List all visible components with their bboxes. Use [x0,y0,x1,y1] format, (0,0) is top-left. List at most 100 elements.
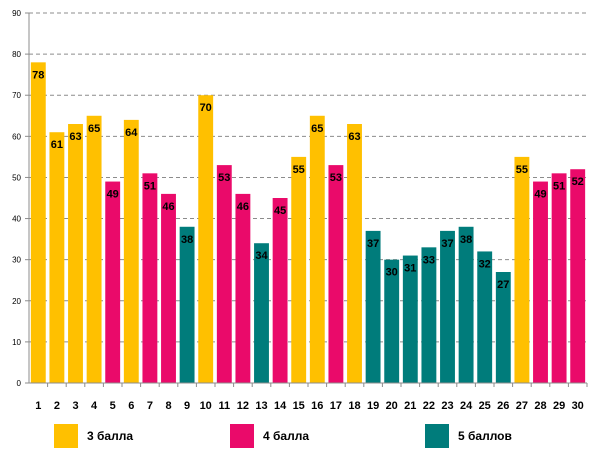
data-label: 37 [367,238,379,250]
x-tick-label: 22 [423,400,435,412]
x-tick-label: 12 [237,400,249,412]
bar [402,255,418,383]
bar [86,115,102,384]
data-label: 46 [162,201,174,213]
bar [105,181,121,383]
bar [495,272,511,383]
bar [68,124,83,383]
legend-item-5: 5 баллов [425,423,512,449]
bars [30,62,586,384]
x-tick-label: 25 [479,400,491,412]
data-label: 64 [125,127,138,139]
data-label: 78 [32,69,44,81]
x-tick-label: 28 [534,400,546,412]
data-label: 65 [311,123,323,135]
y-tick-label: 0 [17,379,22,388]
bar [440,230,455,383]
data-label: 37 [441,238,453,250]
bar [49,132,65,383]
x-tick-label: 11 [218,400,230,412]
y-axis-ticks: 0 10 20 30 40 50 60 70 80 90 [12,9,29,388]
bar [30,62,46,383]
data-label: 46 [237,201,249,213]
y-tick-label: 10 [12,338,21,347]
x-tick-label: 4 [91,400,98,412]
x-tick-label: 15 [293,400,305,412]
data-label: 61 [51,139,63,151]
data-label: 38 [181,234,193,246]
data-label: 51 [144,180,156,192]
legend-label-3: 3 балла [87,429,134,443]
x-tick-label: 29 [553,400,565,412]
y-tick-label: 20 [12,297,21,306]
x-tick-label: 9 [184,400,190,412]
x-tick-label: 1 [35,400,41,412]
data-label: 65 [88,123,100,135]
gridlines [29,12,587,343]
data-label: 31 [404,263,416,275]
bar [384,259,400,383]
data-label: 49 [534,189,546,201]
y-tick-label: 40 [12,215,21,224]
legend-label-4: 4 балла [263,429,310,443]
legend-swatch-5 [425,424,449,448]
data-label: 30 [386,267,398,279]
data-label: 34 [255,250,268,262]
y-tick-label: 80 [12,50,21,59]
bar [235,193,251,383]
data-label: 33 [423,254,435,266]
x-tick-label: 21 [404,400,416,412]
data-label: 70 [200,102,212,114]
x-tick-label: 23 [441,400,453,412]
bar [514,156,530,383]
x-tick-label: 13 [255,400,267,412]
x-tick-label: 19 [367,400,379,412]
data-labels: 78 61 63 65 49 64 51 46 38 70 53 46 34 45 55 65 53 63 37 30… [32,69,584,291]
data-label: 53 [218,172,230,184]
legend-label-5: 5 баллов [458,429,512,443]
x-tick-label: 18 [348,400,360,412]
bar [254,243,269,383]
x-tick-label: 26 [497,400,509,412]
bar [142,173,158,383]
data-label: 45 [274,205,286,217]
data-label: 55 [293,164,305,176]
axes [28,13,588,387]
bar [551,173,567,383]
data-label: 63 [348,131,360,143]
bar [216,165,232,383]
data-label: 49 [107,189,119,201]
x-tick-label: 7 [147,400,153,412]
data-label: 55 [516,164,528,176]
legend-swatch-4 [230,424,254,448]
bar [328,165,344,383]
x-tick-label: 2 [54,400,60,412]
legend-item-4: 4 балла [230,423,309,449]
data-label: 52 [572,176,584,188]
bar [365,230,381,383]
bar [570,169,586,383]
bar [477,251,493,383]
bar [161,193,176,383]
x-tick-label: 5 [110,400,116,412]
x-tick-label: 30 [572,400,584,412]
bar [123,119,139,383]
bar [421,247,437,383]
x-tick-label: 6 [128,400,134,412]
bar [179,226,195,383]
bar [291,156,307,383]
data-label: 51 [553,180,565,192]
bar [533,181,548,383]
y-tick-label: 70 [12,91,21,100]
y-tick-label: 60 [12,132,21,141]
data-label: 38 [460,234,472,246]
x-axis-labels: 1 2 3 4 5 6 7 8 9 10 11 12 13 14 15 16 17 18 19 20 21 22 23 24 2… [35,400,584,412]
legend-item-3: 3 балла [54,423,133,449]
x-tick-label: 16 [311,400,323,412]
legend-swatch-3 [54,424,78,448]
data-label: 32 [479,258,491,270]
x-tick-label: 3 [72,400,78,412]
x-tick-label: 27 [516,400,528,412]
data-label: 63 [69,131,81,143]
